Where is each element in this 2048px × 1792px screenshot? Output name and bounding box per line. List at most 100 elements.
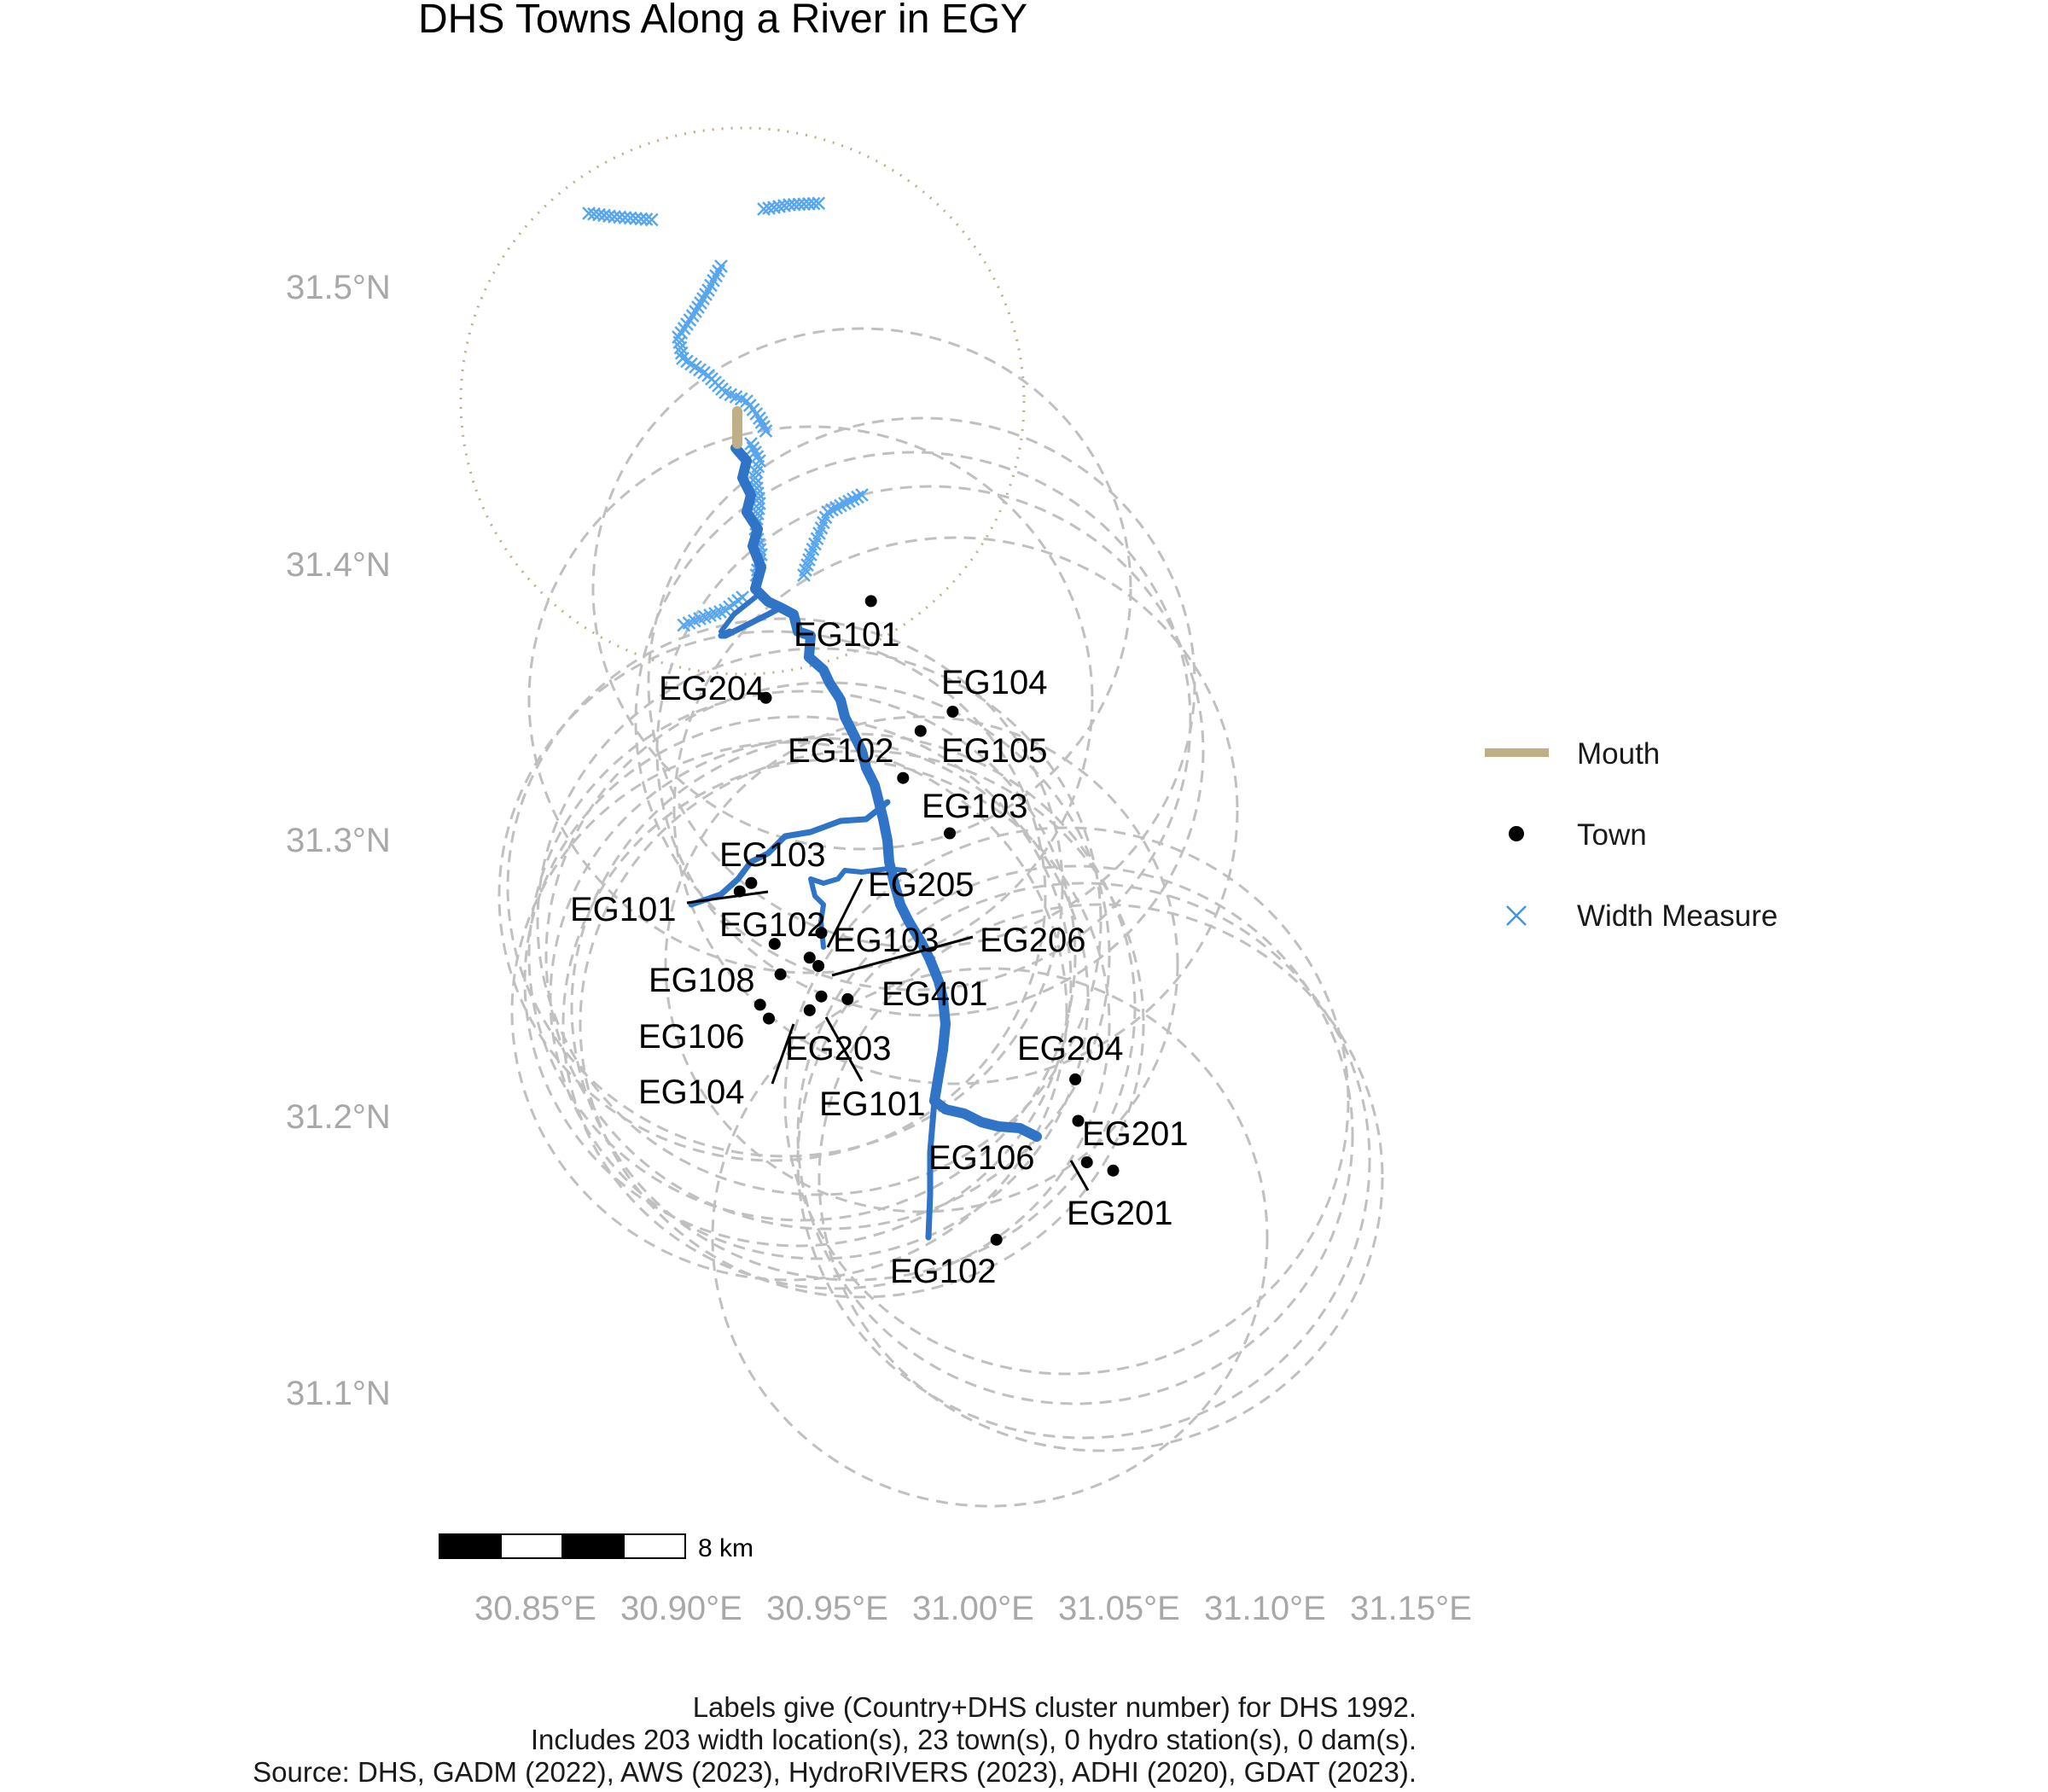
scale-bar-label: 8 km	[698, 1534, 753, 1562]
town-buffer-circle	[796, 881, 1371, 1440]
y-axis-tick-label: 31.4°N	[286, 546, 391, 584]
river-main-channel	[730, 443, 1042, 1142]
town-buffer-circle	[783, 826, 1350, 1376]
river-southern-branch	[925, 1097, 938, 1241]
town-buffer-circle	[796, 864, 1354, 1405]
town-point	[815, 927, 828, 940]
river-delta-stub	[719, 595, 758, 634]
town-label: EG204	[1017, 1030, 1124, 1068]
x-axis-tick-label: 31.15°E	[1350, 1590, 1472, 1627]
town-point	[944, 827, 956, 840]
town-buffer-circle	[510, 741, 1068, 1282]
town-label: EG101	[819, 1085, 926, 1123]
town-point	[946, 706, 959, 718]
leader-line	[826, 878, 864, 948]
town-buffer-circle	[527, 425, 1094, 975]
town-point	[803, 1004, 816, 1016]
town-label: EG104	[941, 664, 1048, 701]
leader-line	[824, 1016, 864, 1082]
width-measure-markers	[582, 196, 869, 632]
mouth-buffer-circle	[459, 126, 1026, 676]
town-label: EG401	[881, 975, 988, 1013]
town-point	[763, 1012, 775, 1025]
town-label: EG103	[719, 836, 826, 874]
leader-line	[831, 935, 974, 977]
x-axis-tick-label: 31.10°E	[1204, 1590, 1326, 1627]
town-label: EG206	[980, 922, 1086, 959]
river-western-branch	[688, 799, 891, 908]
legend-town-swatch	[1509, 826, 1524, 841]
town-point	[803, 951, 816, 964]
town-label: EG101	[570, 891, 677, 928]
town-point	[774, 968, 787, 980]
river-network	[688, 406, 1042, 1241]
town-label: EG105	[941, 732, 1048, 770]
town-label: EG201	[1082, 1115, 1189, 1153]
town-buffer-circle	[570, 732, 1137, 1282]
town-point	[864, 595, 877, 608]
map-title: DHS Towns Along a River in EGY	[418, 0, 1027, 42]
river-central-branch	[808, 866, 907, 950]
leader-line	[1069, 1160, 1090, 1191]
town-label: EG108	[649, 962, 755, 999]
town-point	[753, 998, 766, 1011]
y-axis-tick-label: 31.1°N	[286, 1375, 391, 1412]
town-label: EG103	[922, 788, 1028, 825]
town-point	[841, 992, 854, 1005]
legend-mouth-label: Mouth	[1577, 737, 1660, 771]
town-point	[990, 1233, 1003, 1246]
town-buffer-circle	[506, 617, 1064, 1158]
y-axis-labels: 31.5°N 31.4°N 31.3°N 31.2°N 31.1°N	[286, 269, 391, 1412]
town-point	[1072, 1114, 1085, 1127]
x-axis-tick-label: 30.85°E	[474, 1590, 596, 1627]
caption: Labels give (Country+DHS cluster number)…	[253, 1691, 1417, 1788]
town-point	[1080, 1156, 1093, 1169]
caption-line: Includes 203 width location(s), 23 town(…	[531, 1724, 1417, 1755]
town-label: EG106	[928, 1139, 1035, 1177]
town-point	[812, 960, 825, 972]
town-point	[897, 771, 910, 784]
x-axis-labels: 30.85°E 30.90°E 30.95°E 31.00°E 31.05°E …	[474, 1590, 1472, 1627]
town-label: EG101	[794, 616, 900, 654]
leader-line	[771, 1023, 795, 1085]
x-axis-tick-label: 31.05°E	[1058, 1590, 1180, 1627]
town-point	[768, 938, 781, 951]
town-buffer-circle	[591, 327, 1132, 851]
leader-line	[686, 890, 769, 905]
legend: Mouth Town Width Measure	[1485, 737, 1777, 933]
town-point	[745, 876, 758, 889]
town-labels: EG101 EG204 EG104 EG105 EG102 EG103 EG10…	[570, 616, 1189, 1290]
caption-line: Source: DHS, GADM (2022), AWS (2023), Hy…	[253, 1756, 1417, 1788]
town-label: EG102	[890, 1253, 997, 1290]
town-buffer-circle	[711, 967, 1269, 1508]
town-point	[759, 691, 772, 704]
town-label: EG205	[868, 866, 975, 904]
legend-width-measure-swatch	[1506, 905, 1527, 926]
town-label: EG204	[659, 670, 765, 707]
town-point	[733, 885, 746, 898]
town-buffer-circle	[497, 630, 1047, 1162]
river-delta-branch	[718, 604, 784, 639]
x-axis-tick-label: 30.90°E	[620, 1590, 742, 1627]
x-axis-tick-label: 30.95°E	[766, 1590, 888, 1627]
town-label: EG103	[833, 922, 940, 959]
town-buffer-circle	[634, 451, 1192, 992]
legend-width-measure-label: Width Measure	[1577, 899, 1777, 933]
town-leader-lines	[686, 878, 1090, 1191]
town-point	[914, 724, 927, 737]
town-points	[733, 595, 1120, 1246]
caption-line: Labels give (Country+DHS cluster number)…	[693, 1691, 1417, 1723]
town-buffer-circle	[527, 689, 1077, 1222]
scale-bar: 8 km	[439, 1533, 753, 1562]
town-buffer-circle	[664, 715, 1179, 1213]
town-label: EG201	[1067, 1195, 1173, 1232]
town-label: EG106	[638, 1018, 745, 1056]
town-label: EG104	[638, 1073, 745, 1111]
y-axis-tick-label: 31.2°N	[286, 1098, 391, 1136]
town-label: EG102	[719, 906, 826, 944]
legend-town-label: Town	[1577, 818, 1647, 852]
town-buffer-circle	[561, 758, 1111, 1290]
town-buffer-circle	[523, 715, 1073, 1248]
town-buffer-circle	[817, 903, 1384, 1452]
